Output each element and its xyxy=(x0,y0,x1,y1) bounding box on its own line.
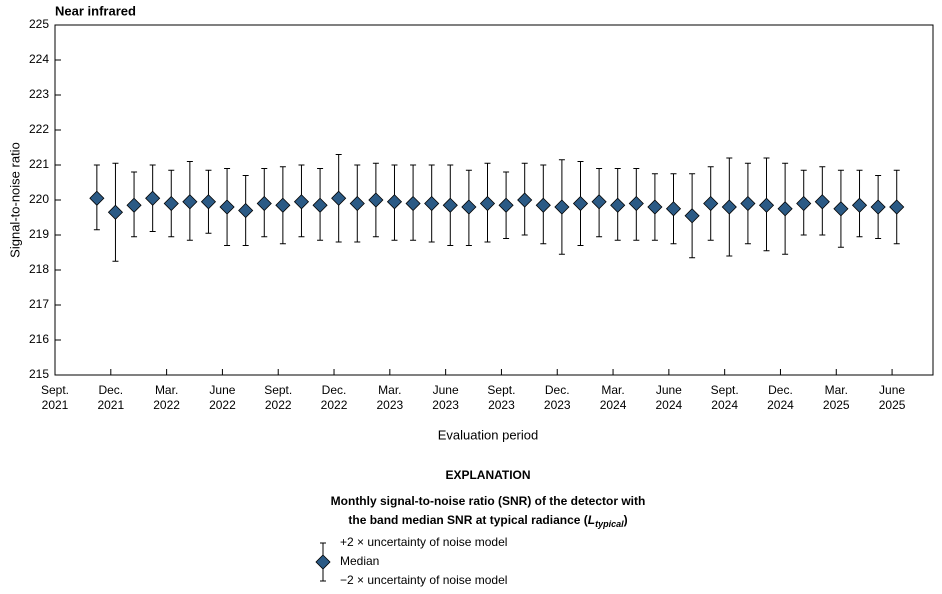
median-marker xyxy=(219,199,235,215)
median-marker xyxy=(424,195,440,212)
y-tick-label: 221 xyxy=(29,157,49,171)
x-axis-label: Evaluation period xyxy=(438,427,538,442)
median-marker xyxy=(554,199,570,215)
legend-title: EXPLANATION xyxy=(445,468,530,482)
legend-label: Median xyxy=(340,554,379,568)
median-marker xyxy=(126,197,142,213)
legend-description: ) xyxy=(624,513,628,527)
x-tick-label: Mar. 2022 xyxy=(153,383,180,412)
median-marker xyxy=(89,190,105,206)
median-marker xyxy=(796,195,812,212)
y-tick-label: 218 xyxy=(29,262,49,276)
y-tick-label: 219 xyxy=(29,227,49,241)
legend-description: Monthly signal-to-noise ratio (SNR) of t… xyxy=(331,494,646,508)
median-marker xyxy=(870,199,886,215)
median-marker xyxy=(200,194,217,210)
median-marker xyxy=(833,201,849,217)
x-tick-label: Sept. 2022 xyxy=(264,383,292,412)
median-marker xyxy=(665,201,682,217)
x-tick-label: Mar. 2024 xyxy=(600,383,627,412)
x-tick-label: Dec. 2024 xyxy=(767,383,794,412)
median-marker xyxy=(461,199,477,215)
chart-title: Near infrared xyxy=(55,3,136,18)
median-marker xyxy=(851,197,868,213)
x-tick-label: Mar. 2023 xyxy=(376,383,403,412)
median-marker xyxy=(703,195,719,212)
median-marker xyxy=(498,197,514,213)
x-tick-label: Sept. 2021 xyxy=(41,383,69,412)
median-marker xyxy=(721,199,737,215)
median-marker xyxy=(405,195,421,212)
median-marker xyxy=(331,190,347,206)
median-marker xyxy=(349,195,365,212)
median-marker xyxy=(740,195,756,212)
legend-label: −2 × uncertainty of noise model xyxy=(340,573,507,587)
y-tick-label: 220 xyxy=(29,192,49,206)
legend-description: the band median SNR at typical radiance … xyxy=(348,513,587,527)
x-tick-label: Dec. 2021 xyxy=(97,383,124,412)
median-marker xyxy=(107,204,124,220)
median-marker xyxy=(777,201,793,217)
x-tick-label: June 2023 xyxy=(432,383,459,412)
x-tick-label: June 2024 xyxy=(656,383,683,412)
median-marker xyxy=(758,197,775,213)
median-marker xyxy=(591,194,607,210)
y-tick-label: 224 xyxy=(29,52,49,66)
median-marker xyxy=(684,208,700,224)
median-marker xyxy=(256,195,272,212)
legend-subscript: typical xyxy=(595,519,624,529)
x-tick-label: Mar. 2025 xyxy=(823,383,850,412)
median-marker xyxy=(145,190,161,206)
y-tick-label: 225 xyxy=(29,17,49,31)
y-tick-label: 223 xyxy=(29,87,49,101)
median-marker xyxy=(535,197,551,213)
median-marker xyxy=(442,197,458,213)
legend-description: the band median SNR at typical radiance … xyxy=(348,513,627,529)
y-tick-label: 217 xyxy=(29,297,49,311)
x-tick-label: Sept. 2023 xyxy=(487,383,515,412)
legend-label: +2 × uncertainty of noise model xyxy=(340,535,507,549)
median-marker xyxy=(572,195,589,212)
median-marker xyxy=(238,202,254,219)
median-marker xyxy=(628,195,644,212)
median-marker xyxy=(293,194,310,210)
x-tick-label: Dec. 2023 xyxy=(544,383,571,412)
median-marker xyxy=(182,194,198,210)
legend-marker xyxy=(315,554,331,570)
x-tick-label: Sept. 2024 xyxy=(711,383,739,412)
median-marker xyxy=(386,194,403,210)
y-tick-label: 222 xyxy=(29,122,49,136)
x-tick-label: June 2022 xyxy=(209,383,236,412)
median-marker xyxy=(889,199,905,215)
median-marker xyxy=(368,192,384,208)
legend-symbol: L xyxy=(588,513,595,527)
median-marker xyxy=(163,195,179,212)
y-tick-label: 216 xyxy=(29,332,49,346)
median-marker xyxy=(275,197,291,213)
x-tick-label: June 2025 xyxy=(879,383,906,412)
median-marker xyxy=(647,199,663,215)
median-marker xyxy=(517,192,533,208)
median-marker xyxy=(479,195,496,212)
x-tick-label: Dec. 2022 xyxy=(321,383,348,412)
median-marker xyxy=(814,194,830,210)
y-tick-label: 215 xyxy=(29,367,49,381)
median-marker xyxy=(312,197,328,213)
y-axis-label: Signal-to-noise ratio xyxy=(7,142,22,258)
median-marker xyxy=(610,197,626,213)
